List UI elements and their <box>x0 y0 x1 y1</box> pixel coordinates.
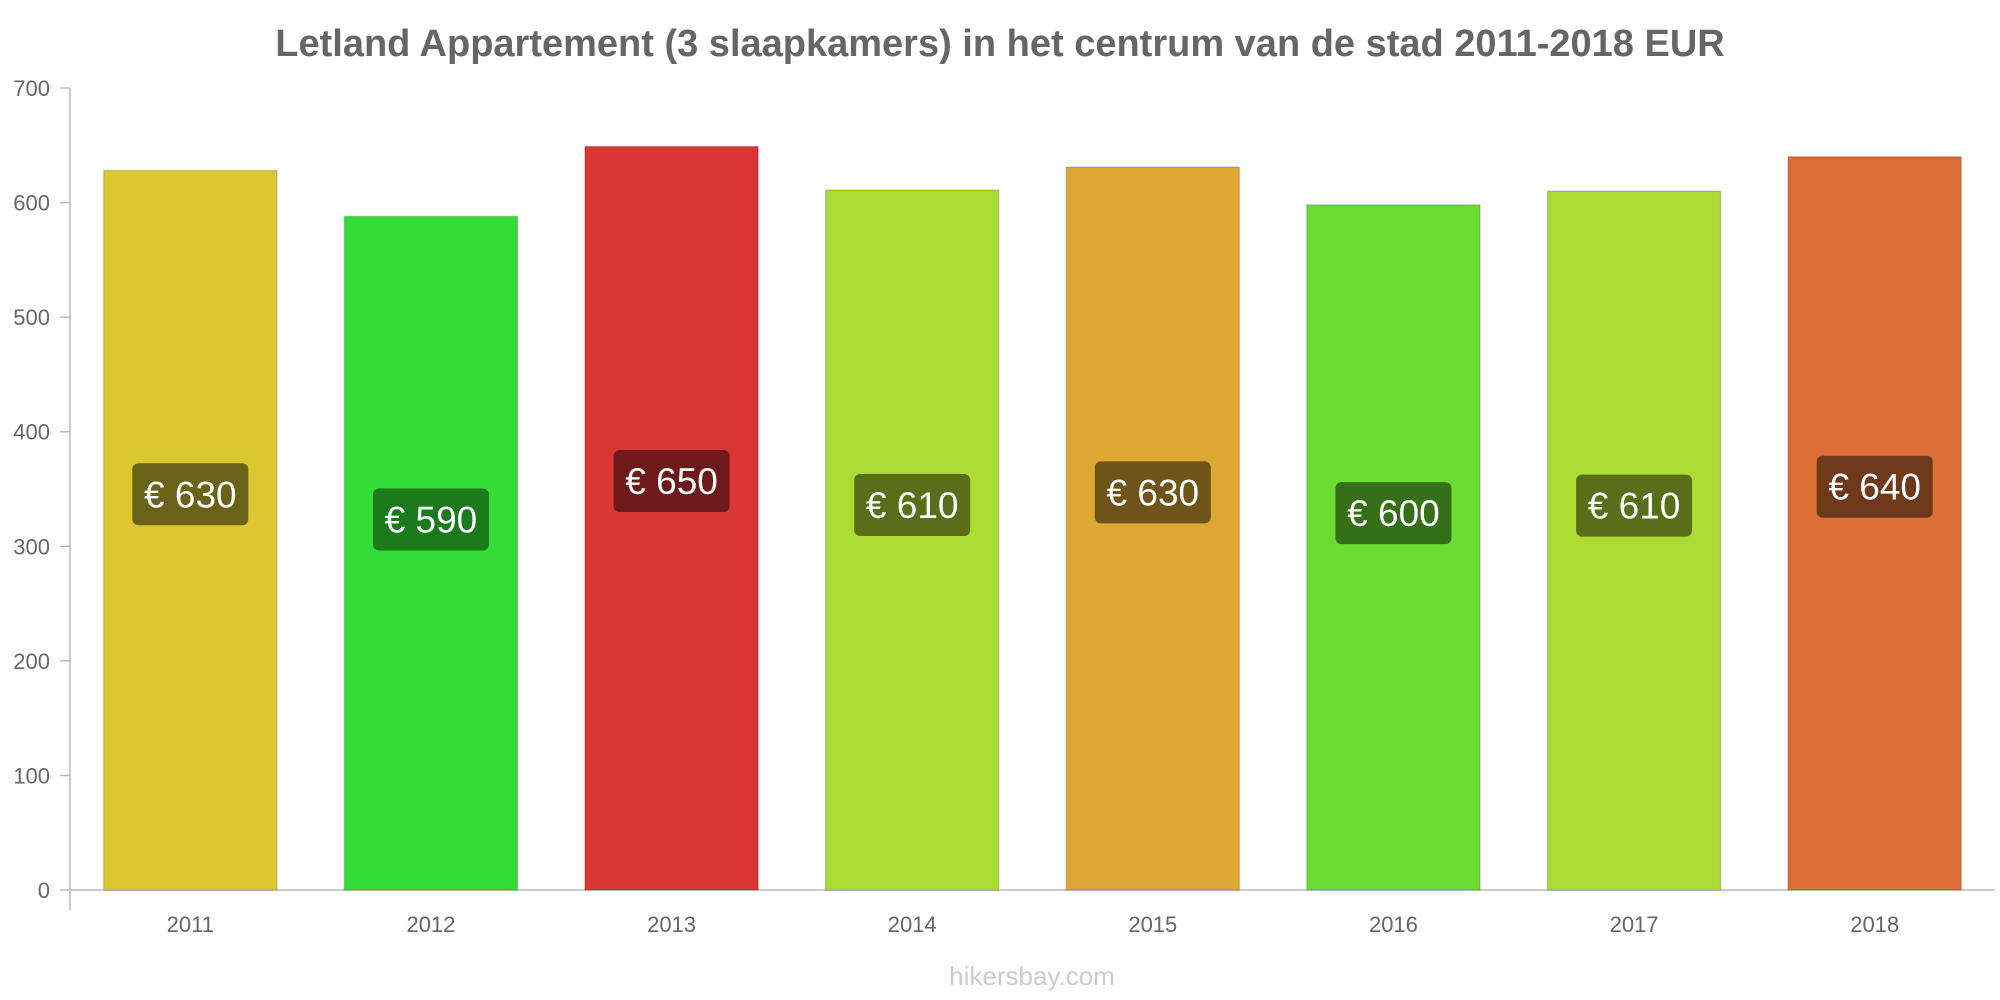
value-label-box <box>132 463 249 526</box>
value-label: € 610 <box>866 485 959 526</box>
bars-group <box>102 145 1963 891</box>
value-label-box <box>854 473 971 536</box>
x-tick-label: 2016 <box>1369 912 1418 937</box>
x-tick-label: 2013 <box>647 912 696 937</box>
value-label: € 650 <box>625 461 718 502</box>
value-label: € 630 <box>1107 472 1200 513</box>
x-tick-label: 2018 <box>1850 912 1899 937</box>
x-tick-label: 2014 <box>888 912 937 937</box>
y-tick-label: 0 <box>38 878 50 903</box>
bar-2014 <box>824 189 1000 891</box>
value-label-box <box>1094 461 1211 524</box>
x-axis: 2011 2012 2013 2014 2015 2016 2017 2018 <box>70 889 1995 937</box>
value-label-box <box>372 488 489 551</box>
value-label: € 590 <box>385 499 478 540</box>
bar-2015 <box>1065 166 1241 891</box>
bar-2017 <box>1546 190 1722 891</box>
chart-title: Letland Appartement (3 slaapkamers) in h… <box>275 23 1724 65</box>
value-label-box <box>613 450 730 513</box>
y-tick-label: 100 <box>13 763 50 788</box>
y-tick-label: 400 <box>13 420 50 445</box>
y-tick-label: 300 <box>13 534 50 559</box>
value-label: € 630 <box>144 474 237 515</box>
value-label-box <box>1335 482 1452 545</box>
y-axis: 0 100 200 300 400 500 600 700 <box>13 76 71 910</box>
x-tick-label: 2011 <box>167 912 214 937</box>
value-label: € 640 <box>1828 467 1921 508</box>
watermark: hikersbay.com <box>949 961 1115 991</box>
x-tick-label: 2015 <box>1128 912 1177 937</box>
x-tick-label: 2012 <box>406 912 455 937</box>
bar-2012 <box>343 215 519 891</box>
y-tick-label: 700 <box>13 76 50 101</box>
value-label: € 610 <box>1588 486 1681 527</box>
bar-2011 <box>102 169 278 891</box>
bar-2013 <box>584 145 759 891</box>
y-tick-label: 500 <box>13 305 50 330</box>
y-tick-label: 200 <box>13 649 50 674</box>
bar-2016 <box>1306 204 1481 891</box>
value-label: € 600 <box>1347 493 1440 534</box>
y-tick-label: 600 <box>13 191 50 216</box>
x-tick-label: 2017 <box>1610 912 1659 937</box>
value-label-box <box>1576 474 1693 537</box>
value-labels-group: € 630 € 590 € 650 € 610 € 630 € 600 € 610 € 640 <box>132 450 1933 551</box>
value-label-box <box>1816 455 1933 518</box>
bar-2018 <box>1787 155 1963 891</box>
